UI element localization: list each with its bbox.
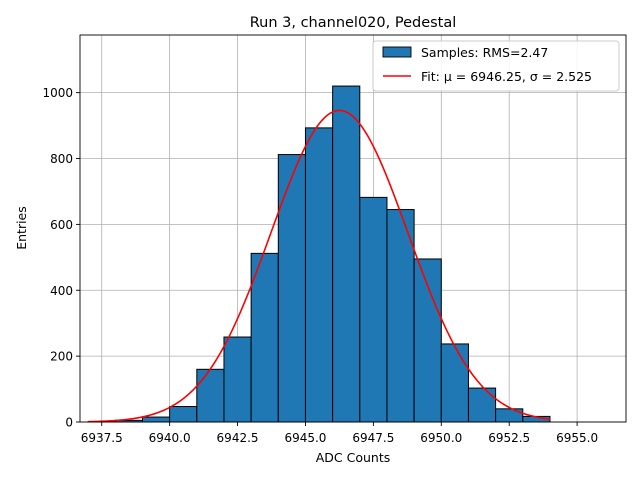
histogram-bar (196, 368, 225, 423)
histogram-bar (277, 154, 306, 423)
y-tick-label: 0 (65, 416, 73, 430)
histogram-bar (169, 406, 198, 423)
x-tick-label: 6955.0 (556, 431, 598, 445)
plot-frame (79, 34, 627, 423)
legend-samples-swatch (382, 46, 412, 58)
chart-title: Run 3, channel020, Pedestal (250, 15, 457, 31)
histogram-bar (304, 127, 334, 423)
histogram-bar (440, 343, 469, 423)
legend: Samples: RMS=2.47 Fit: μ = 6946.25, σ = … (372, 40, 620, 92)
y-axis-ticks: 0 200 400 600 800 1000 (42, 86, 80, 430)
y-tick-label: 800 (50, 152, 73, 166)
x-tick-label: 6940.0 (149, 431, 191, 445)
x-axis-ticks: 6937.5 6940.0 6942.5 6945.0 6947.5 6950.0 6952… (81, 422, 598, 445)
y-tick-label: 200 (50, 350, 73, 364)
histogram-bar (359, 196, 388, 423)
histogram-bar (332, 85, 361, 423)
y-tick-label: 400 (50, 284, 73, 298)
x-tick-label: 6937.5 (81, 431, 123, 445)
legend-fit-label: Fit: μ = 6946.25, σ = 2.525 (421, 69, 592, 84)
x-tick-label: 6947.5 (352, 431, 394, 445)
histogram-bar (386, 209, 415, 423)
histogram-bar (413, 258, 442, 423)
fit-curve (88, 109, 551, 423)
legend-samples-label: Samples: RMS=2.47 (421, 45, 548, 60)
histogram-bar (250, 252, 279, 423)
x-axis-label: ADC Counts (316, 450, 391, 465)
fit-curve-layer (88, 109, 551, 423)
x-tick-label: 6950.0 (420, 431, 462, 445)
legend-box (372, 40, 620, 92)
y-tick-label: 1000 (42, 86, 73, 100)
y-tick-label: 600 (50, 218, 73, 232)
y-axis-label: Entries (14, 206, 29, 250)
histogram-bar (467, 387, 497, 423)
x-tick-label: 6942.5 (217, 431, 259, 445)
histogram-bar (223, 336, 252, 423)
x-tick-label: 6952.5 (488, 431, 530, 445)
x-tick-label: 6945.0 (284, 431, 326, 445)
histogram-bar (495, 408, 524, 423)
histogram-bar (141, 416, 171, 423)
histogram-bars (87, 85, 551, 423)
